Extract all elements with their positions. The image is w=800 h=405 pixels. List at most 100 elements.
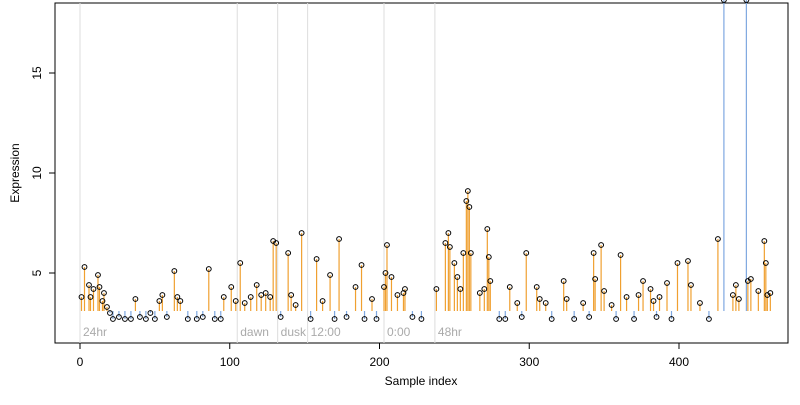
point bbox=[767, 290, 774, 296]
point bbox=[137, 314, 143, 320]
point bbox=[217, 316, 224, 322]
y-tick-label: 5 bbox=[30, 269, 44, 276]
point bbox=[445, 230, 452, 236]
point bbox=[147, 310, 154, 316]
x-axis-label: Sample index bbox=[385, 374, 458, 388]
point bbox=[285, 250, 292, 256]
point bbox=[177, 298, 184, 304]
point bbox=[617, 252, 624, 258]
point bbox=[464, 188, 471, 194]
point bbox=[211, 316, 218, 322]
point bbox=[86, 282, 92, 288]
x-tick-label: 300 bbox=[519, 355, 539, 369]
point bbox=[205, 266, 212, 272]
point bbox=[142, 316, 149, 322]
point bbox=[485, 254, 492, 260]
point bbox=[560, 278, 567, 284]
point bbox=[446, 244, 453, 250]
point bbox=[107, 310, 113, 316]
point bbox=[674, 260, 681, 266]
point bbox=[336, 236, 342, 242]
point bbox=[755, 288, 762, 294]
point bbox=[99, 298, 106, 304]
point bbox=[601, 288, 608, 294]
point bbox=[343, 314, 350, 320]
point bbox=[721, 0, 727, 3]
point bbox=[640, 278, 646, 284]
point bbox=[548, 316, 555, 322]
point bbox=[241, 300, 248, 306]
point bbox=[668, 316, 675, 322]
point bbox=[514, 300, 521, 306]
point bbox=[116, 314, 122, 320]
point bbox=[590, 250, 597, 256]
point bbox=[409, 314, 416, 320]
x-tick-label: 200 bbox=[369, 355, 389, 369]
point bbox=[743, 0, 750, 3]
point bbox=[592, 276, 599, 282]
point bbox=[193, 316, 200, 322]
point bbox=[457, 286, 464, 292]
x-tick-label: 0 bbox=[77, 355, 84, 369]
point bbox=[653, 314, 660, 320]
point bbox=[288, 292, 295, 298]
point bbox=[506, 284, 513, 290]
point bbox=[697, 300, 703, 306]
point bbox=[623, 294, 630, 300]
point bbox=[418, 316, 425, 322]
point bbox=[171, 268, 178, 274]
point bbox=[327, 272, 333, 278]
point bbox=[729, 292, 736, 298]
point bbox=[313, 256, 320, 262]
point bbox=[95, 272, 101, 278]
marker-label: dusk bbox=[281, 325, 307, 339]
point bbox=[384, 242, 390, 248]
point bbox=[762, 260, 769, 266]
point bbox=[253, 282, 260, 288]
point bbox=[635, 292, 642, 298]
point bbox=[87, 294, 94, 300]
marker-label: 24hr bbox=[83, 325, 107, 339]
point bbox=[220, 294, 227, 300]
point bbox=[232, 298, 239, 304]
point bbox=[496, 316, 503, 322]
x-tick-label: 400 bbox=[669, 355, 689, 369]
point bbox=[199, 314, 206, 320]
point bbox=[650, 298, 657, 304]
point bbox=[381, 284, 387, 290]
point bbox=[706, 316, 712, 322]
y-tick-label: 10 bbox=[30, 166, 44, 180]
point bbox=[688, 282, 694, 288]
y-tick-label: 15 bbox=[30, 66, 44, 80]
point bbox=[631, 316, 637, 322]
point bbox=[358, 262, 365, 268]
y-axis-label: Expression bbox=[8, 143, 22, 202]
point bbox=[466, 204, 473, 210]
point bbox=[298, 230, 305, 236]
marker-label: 12:00 bbox=[311, 325, 341, 339]
point bbox=[563, 296, 570, 302]
marker-label: 0:00 bbox=[387, 325, 411, 339]
point bbox=[369, 296, 375, 302]
point bbox=[735, 296, 742, 302]
point bbox=[463, 198, 470, 204]
point bbox=[685, 258, 691, 264]
point bbox=[104, 304, 110, 310]
point bbox=[159, 292, 166, 298]
point bbox=[151, 316, 158, 322]
point bbox=[732, 282, 739, 288]
point bbox=[715, 236, 721, 242]
point bbox=[247, 294, 254, 300]
point bbox=[78, 294, 85, 300]
point bbox=[122, 316, 128, 322]
point bbox=[262, 290, 269, 296]
marker-label: 48hr bbox=[438, 325, 462, 339]
point bbox=[586, 314, 593, 320]
point bbox=[476, 290, 483, 296]
point bbox=[277, 314, 284, 320]
point bbox=[228, 284, 235, 290]
point bbox=[273, 240, 280, 246]
point bbox=[598, 242, 605, 248]
point bbox=[174, 294, 181, 300]
